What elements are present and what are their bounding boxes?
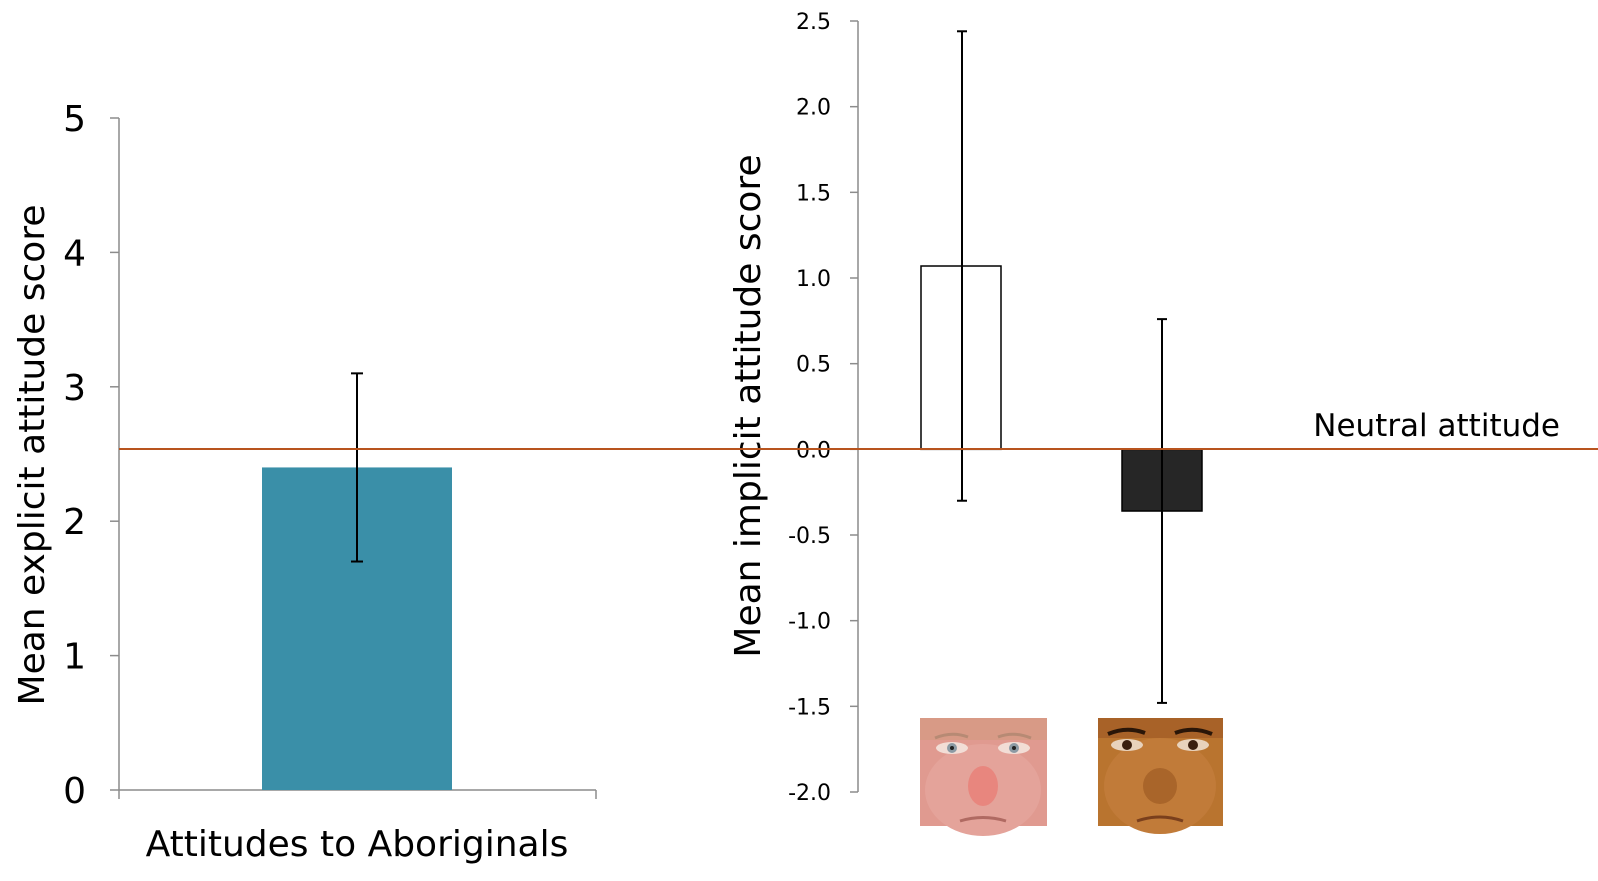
- y-tick-label: 0.0: [796, 438, 831, 463]
- y-tick-label: 3: [63, 368, 86, 409]
- y-tick-label: 2.5: [796, 10, 831, 35]
- y-tick-label: -1.0: [788, 610, 831, 635]
- y-tick-label: 2.0: [796, 96, 831, 121]
- y-tick-label: -2.0: [788, 781, 831, 806]
- y-axis-title: Mean explicit attitude score: [12, 205, 53, 706]
- y-tick-label: 1.0: [796, 267, 831, 292]
- neutral-attitude-label: Neutral attitude: [1313, 408, 1560, 444]
- y-tick-label: 2: [63, 502, 86, 543]
- y-tick-label: 5: [63, 99, 86, 140]
- neutral-reference: Neutral attitude: [119, 408, 1598, 450]
- y-tick-label: 1.5: [796, 181, 831, 206]
- y-tick-label: 1: [63, 637, 86, 678]
- y-axis-title: Mean implicit attitude score: [728, 154, 769, 657]
- explicit-attitude-chart: 0 1 2 3 4 5 Attitudes to Aboriginals Mean expli…: [12, 99, 597, 865]
- face-photos: [920, 718, 1223, 836]
- y-tick-label: -0.5: [788, 524, 831, 549]
- y-tick-label: 0: [63, 771, 86, 812]
- white-face-photo: [920, 718, 1047, 836]
- y-tick-label: 4: [63, 233, 86, 274]
- y-tick-label: 0.5: [796, 353, 831, 378]
- aboriginal-face-photo: [1098, 718, 1223, 834]
- implicit-attitude-chart: -2.0 -1.5 -1.0 -0.5 0.0 0.5 1.0 1.5 2.0 2.5 Mean i…: [728, 10, 1203, 806]
- x-category-label: Attitudes to Aboriginals: [146, 824, 569, 865]
- y-tick-label: -1.5: [788, 695, 831, 720]
